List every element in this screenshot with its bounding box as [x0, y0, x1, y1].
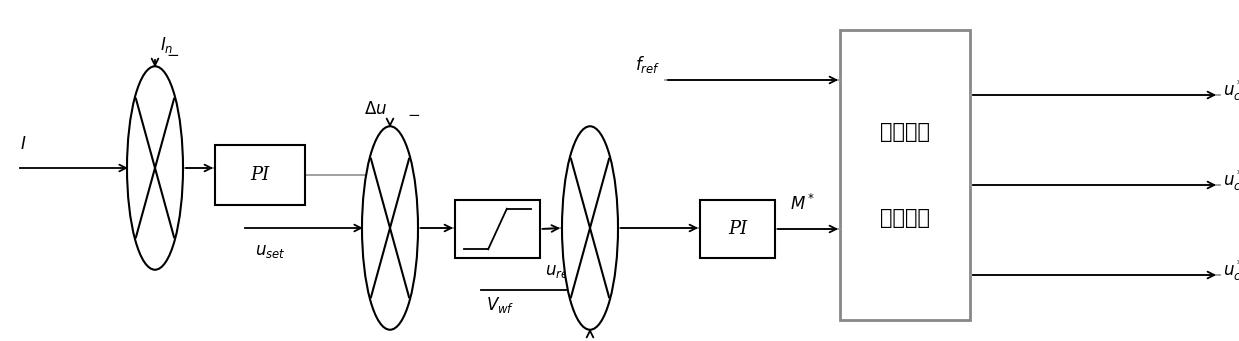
Bar — [840, 30, 970, 320]
Text: PI: PI — [727, 220, 747, 238]
Text: $u_{ref}$: $u_{ref}$ — [545, 263, 575, 280]
Text: $\Delta u$: $\Delta u$ — [364, 101, 388, 118]
Text: $-$: $-$ — [166, 46, 180, 61]
Bar — [700, 200, 776, 258]
Text: $f_{ref}$: $f_{ref}$ — [634, 54, 660, 75]
Text: $I$: $I$ — [20, 136, 26, 153]
Text: $u_{ca}^*$: $u_{ca}^*$ — [1223, 77, 1239, 103]
Text: $M^*$: $M^*$ — [790, 194, 815, 214]
Ellipse shape — [563, 126, 618, 330]
Text: $I_n$: $I_n$ — [160, 35, 173, 55]
Text: $u_{set}$: $u_{set}$ — [255, 243, 286, 260]
Bar — [455, 200, 540, 258]
Ellipse shape — [362, 126, 418, 330]
Text: 三相正弦: 三相正弦 — [880, 121, 930, 142]
Text: $u_{cc}^*$: $u_{cc}^*$ — [1223, 257, 1239, 283]
Ellipse shape — [128, 66, 183, 270]
Text: $V_{wf}$: $V_{wf}$ — [486, 295, 514, 315]
Text: $-$: $-$ — [406, 106, 420, 121]
Text: $u_{cb}^*$: $u_{cb}^*$ — [1223, 167, 1239, 193]
Bar — [216, 145, 305, 205]
Text: 波发生器: 波发生器 — [880, 208, 930, 228]
Text: PI: PI — [250, 166, 270, 184]
